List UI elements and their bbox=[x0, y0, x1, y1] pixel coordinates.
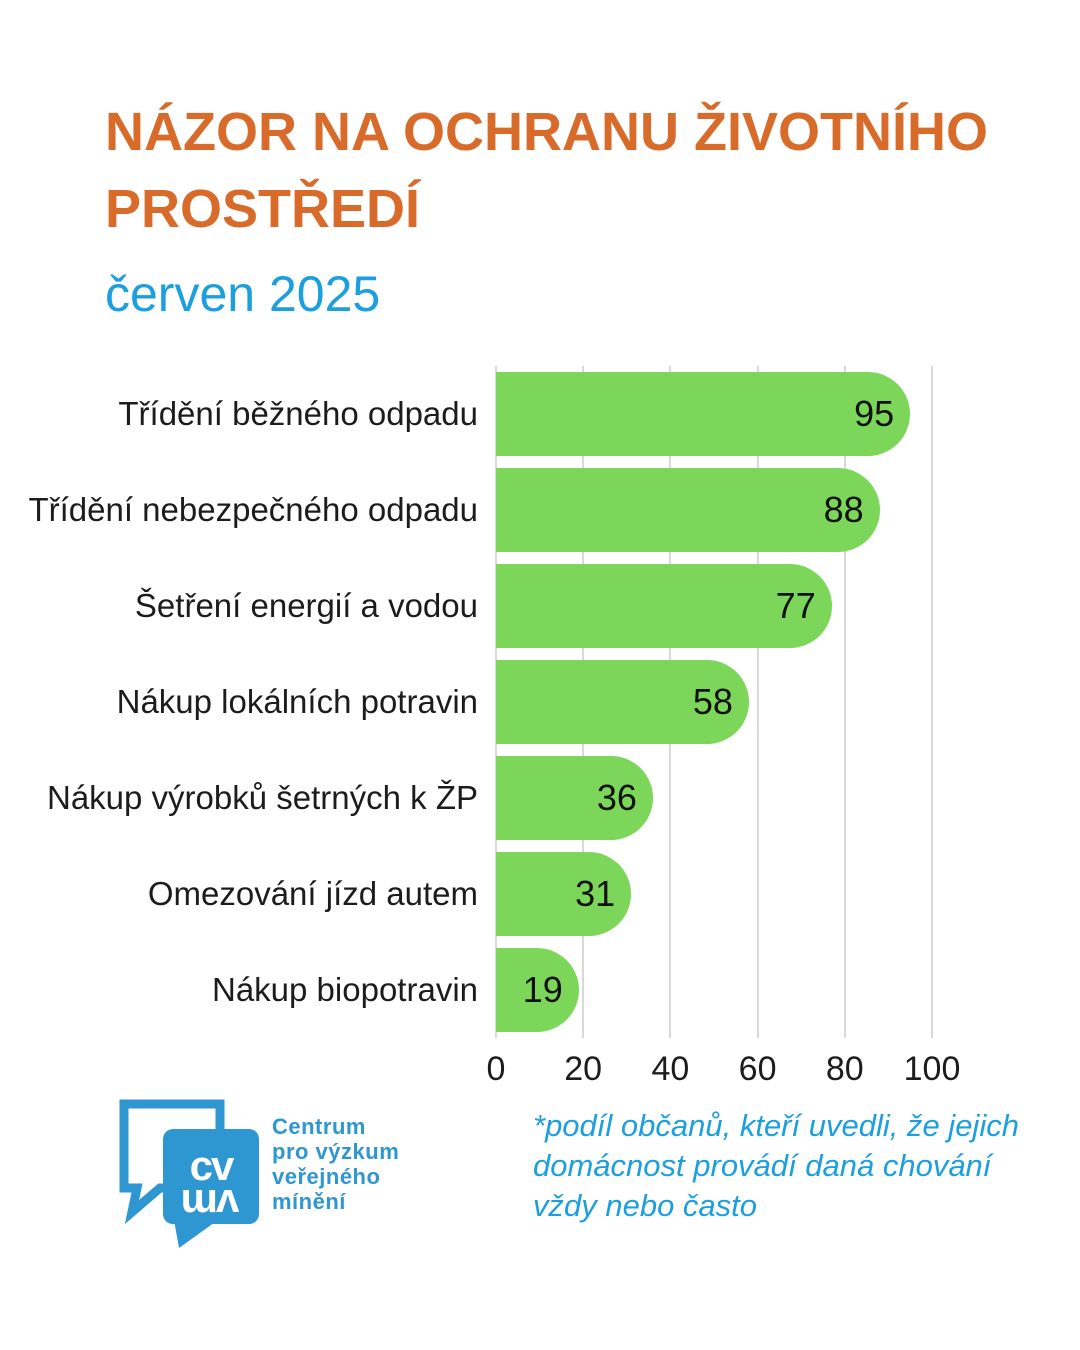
bar-row: Šetření energií a vodou 77 bbox=[0, 558, 1080, 654]
gridline-100 bbox=[931, 366, 933, 1038]
footnote-line: domácnost provádí daná chování bbox=[533, 1148, 992, 1183]
bar-row: Nákup lokálních potravin 58 bbox=[0, 654, 1080, 750]
x-axis-tick-label: 40 bbox=[651, 1050, 690, 1088]
footnote-line: *podíl občanů, kteří uvedli, že jejich bbox=[533, 1108, 1019, 1143]
bar: 31 bbox=[496, 852, 632, 936]
header: NÁZOR NA OCHRANU ŽIVOTNÍHO PROSTŘEDÍ čer… bbox=[105, 94, 1035, 326]
bar-value-label: 77 bbox=[775, 585, 816, 626]
x-axis: 0 20 40 60 80 100 bbox=[0, 1050, 1080, 1090]
bar-row: Třídění běžného odpadu 95 bbox=[0, 366, 1080, 462]
logo-letters-top: cv bbox=[190, 1142, 235, 1189]
x-axis-tick-label: 0 bbox=[486, 1050, 506, 1088]
footnote-line: vždy nebo často bbox=[533, 1188, 758, 1223]
bar: 95 bbox=[496, 372, 911, 456]
bar-category-label: Nákup biopotravin bbox=[212, 971, 478, 1008]
bar-value-label: 36 bbox=[596, 777, 637, 818]
x-axis-tick-label: 80 bbox=[825, 1050, 864, 1088]
logo-name-line: Centrum bbox=[272, 1114, 366, 1139]
logo-front-bubble bbox=[163, 1129, 259, 1224]
logo-front-bubble-tail bbox=[174, 1220, 218, 1248]
logo-name: Centrum pro výzkum veřejného mínění bbox=[272, 1114, 399, 1214]
x-axis-tick-label: 100 bbox=[903, 1050, 961, 1088]
page-title-line-1: NÁZOR NA OCHRANU ŽIVOTNÍHO bbox=[105, 102, 988, 162]
gridline-60 bbox=[756, 366, 759, 1038]
bar-track: 36 bbox=[496, 756, 932, 840]
chart-subtitle-date: červen 2025 bbox=[105, 266, 381, 322]
bar-category-label: Omezování jízd autem bbox=[147, 875, 478, 912]
bar-value-label: 31 bbox=[575, 873, 616, 914]
bar-value-label: 88 bbox=[823, 489, 864, 530]
bar-category-label: Nákup výrobků šetrných k ŽP bbox=[47, 779, 478, 816]
cvvm-logo: cv vm bbox=[119, 1099, 259, 1248]
bar: 36 bbox=[496, 756, 653, 840]
bar-rows: Třídění běžného odpadu 95 Třídění nebezpeč… bbox=[0, 366, 1080, 1038]
x-axis-tick-label: 20 bbox=[564, 1050, 603, 1088]
bar-row: Nákup výrobků šetrných k ŽP 36 bbox=[0, 750, 1080, 846]
footnote: *podíl občanů, kteří uvedli, že jejich d… bbox=[533, 1106, 1033, 1226]
bar: 19 bbox=[496, 948, 579, 1032]
bar-track: 58 bbox=[496, 660, 932, 744]
bar-track: 95 bbox=[496, 372, 932, 456]
bar-row: Omezování jízd autem 31 bbox=[0, 846, 1080, 942]
bar-category-label: Třídění běžného odpadu bbox=[118, 395, 478, 432]
logo-back-bubble bbox=[119, 1099, 225, 1225]
footer: cv vm Centrum pro výzkum veřejného míněn… bbox=[0, 1090, 1080, 1270]
bar-value-label: 95 bbox=[854, 393, 895, 434]
bar-row: Třídění nebezpečného odpadu 88 bbox=[0, 462, 1080, 558]
logo-name-line: mínění bbox=[272, 1189, 346, 1214]
bar-category-label: Šetření energií a vodou bbox=[134, 587, 478, 624]
bar-track: 77 bbox=[496, 564, 932, 648]
bar-track: 31 bbox=[496, 852, 932, 936]
logo-name-line: veřejného bbox=[272, 1164, 381, 1189]
gridline-80 bbox=[843, 366, 846, 1038]
bar: 58 bbox=[496, 660, 749, 744]
x-axis-tick-label: 60 bbox=[738, 1050, 777, 1088]
bar-category-label: Nákup lokálních potravin bbox=[116, 683, 478, 720]
bar-chart: Třídění běžného odpadu 95 Třídění nebezpeč… bbox=[0, 366, 1080, 1038]
bar: 77 bbox=[496, 564, 832, 648]
bar-value-label: 58 bbox=[692, 681, 733, 722]
bar-track: 88 bbox=[496, 468, 932, 552]
bar-category-label: Třídění nebezpečného odpadu bbox=[28, 491, 478, 528]
logo-letters-bottom: vm bbox=[183, 1181, 240, 1228]
bar-track: 19 bbox=[496, 948, 932, 1032]
page-title-line-2: PROSTŘEDÍ bbox=[105, 179, 421, 239]
bar: 88 bbox=[496, 468, 880, 552]
bar-value-label: 19 bbox=[522, 969, 563, 1010]
logo-name-line: pro výzkum bbox=[272, 1139, 400, 1164]
bar-row: Nákup biopotravin 19 bbox=[0, 942, 1080, 1038]
